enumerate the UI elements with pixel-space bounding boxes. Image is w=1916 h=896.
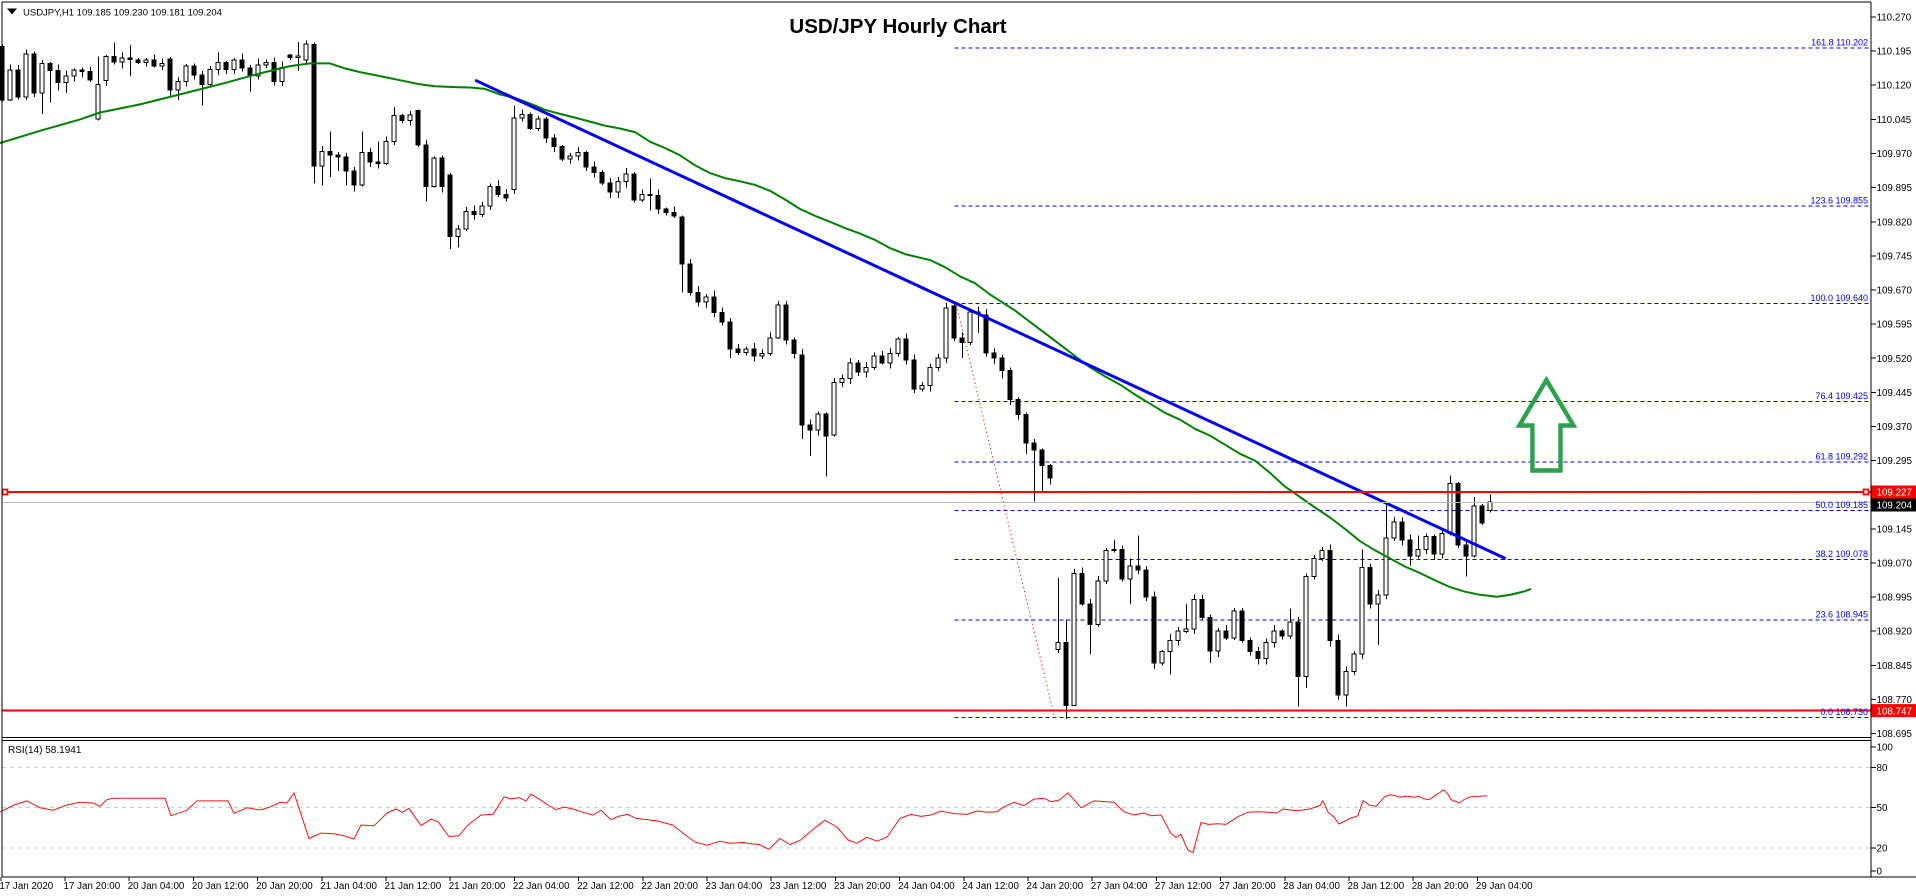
svg-text:109.895: 109.895 — [1877, 183, 1913, 194]
svg-text:0: 0 — [1877, 867, 1883, 878]
svg-text:21 Jan 04:00: 21 Jan 04:00 — [320, 881, 377, 892]
svg-text:21 Jan 12:00: 21 Jan 12:00 — [385, 881, 442, 892]
svg-text:110.270: 110.270 — [1877, 13, 1912, 24]
svg-text:123.6 109.855: 123.6 109.855 — [1810, 195, 1868, 205]
svg-text:23 Jan 04:00: 23 Jan 04:00 — [706, 881, 763, 892]
svg-text:17 Jan 20:00: 17 Jan 20:00 — [64, 881, 121, 892]
svg-text:23 Jan 12:00: 23 Jan 12:00 — [770, 881, 827, 892]
svg-text:109.820: 109.820 — [1877, 217, 1913, 228]
svg-text:109.445: 109.445 — [1877, 388, 1913, 399]
svg-text:108.747: 108.747 — [1877, 706, 1912, 717]
svg-text:108.920: 108.920 — [1877, 627, 1913, 638]
svg-text:109.204: 109.204 — [1877, 501, 1913, 512]
svg-text:109.145: 109.145 — [1877, 524, 1913, 535]
svg-text:109.595: 109.595 — [1877, 320, 1913, 331]
svg-text:110.195: 110.195 — [1877, 47, 1912, 58]
svg-text:50.0 109.185: 50.0 109.185 — [1815, 500, 1868, 510]
svg-text:109.370: 109.370 — [1877, 422, 1913, 433]
svg-text:USD/JPY Hourly Chart: USD/JPY Hourly Chart — [789, 15, 1006, 38]
svg-text:76.4 109.425: 76.4 109.425 — [1815, 391, 1868, 401]
svg-text:27 Jan 04:00: 27 Jan 04:00 — [1091, 881, 1148, 892]
svg-text:20 Jan 04:00: 20 Jan 04:00 — [128, 881, 185, 892]
svg-text:29 Jan 04:00: 29 Jan 04:00 — [1476, 881, 1533, 892]
svg-text:22 Jan 12:00: 22 Jan 12:00 — [577, 881, 634, 892]
svg-text:22 Jan 04:00: 22 Jan 04:00 — [513, 881, 570, 892]
svg-text:28 Jan 12:00: 28 Jan 12:00 — [1348, 881, 1405, 892]
svg-text:108.845: 108.845 — [1877, 661, 1913, 672]
svg-text:108.995: 108.995 — [1877, 593, 1913, 604]
svg-text:100: 100 — [1877, 743, 1894, 754]
svg-text:100.0 109.640: 100.0 109.640 — [1810, 293, 1868, 303]
svg-text:109.295: 109.295 — [1877, 456, 1913, 467]
svg-text:109.745: 109.745 — [1877, 251, 1913, 262]
svg-text:61.8 109.292: 61.8 109.292 — [1815, 452, 1868, 462]
svg-text:24 Jan 04:00: 24 Jan 04:00 — [898, 881, 955, 892]
svg-text:109.520: 109.520 — [1877, 354, 1913, 365]
svg-text:28 Jan 04:00: 28 Jan 04:00 — [1283, 881, 1340, 892]
svg-text:0.0 108.730: 0.0 108.730 — [1820, 707, 1868, 717]
svg-text:108.770: 108.770 — [1877, 695, 1913, 706]
svg-text:20 Jan 20:00: 20 Jan 20:00 — [256, 881, 313, 892]
svg-text:20 Jan 12:00: 20 Jan 12:00 — [192, 881, 249, 892]
svg-text:24 Jan 12:00: 24 Jan 12:00 — [962, 881, 1019, 892]
svg-text:108.695: 108.695 — [1877, 729, 1913, 740]
svg-text:23.6 108.945: 23.6 108.945 — [1815, 609, 1868, 619]
svg-text:22 Jan 20:00: 22 Jan 20:00 — [641, 881, 698, 892]
svg-text:23 Jan 20:00: 23 Jan 20:00 — [834, 881, 891, 892]
svg-text:27 Jan 12:00: 27 Jan 12:00 — [1155, 881, 1212, 892]
svg-text:USDJPY,H1 109.185 109.230 109: USDJPY,H1 109.185 109.230 109.181 109.20… — [23, 8, 222, 19]
svg-text:110.120: 110.120 — [1877, 81, 1912, 92]
svg-text:RSI(14) 58.1941: RSI(14) 58.1941 — [8, 745, 82, 756]
svg-text:50: 50 — [1877, 803, 1888, 814]
svg-text:38.2 109.078: 38.2 109.078 — [1815, 549, 1868, 559]
svg-text:80: 80 — [1877, 763, 1888, 774]
svg-text:28 Jan 20:00: 28 Jan 20:00 — [1412, 881, 1469, 892]
svg-text:109.670: 109.670 — [1877, 286, 1913, 297]
svg-text:109.227: 109.227 — [1877, 488, 1912, 499]
svg-text:17 Jan 2020: 17 Jan 2020 — [0, 881, 54, 892]
svg-text:109.970: 109.970 — [1877, 149, 1913, 160]
svg-text:109.070: 109.070 — [1877, 559, 1913, 570]
svg-text:110.045: 110.045 — [1877, 115, 1912, 126]
svg-text:24 Jan 20:00: 24 Jan 20:00 — [1027, 881, 1084, 892]
svg-text:161.8 110.202: 161.8 110.202 — [1811, 37, 1868, 47]
svg-text:20: 20 — [1877, 843, 1888, 854]
svg-text:21 Jan 20:00: 21 Jan 20:00 — [449, 881, 506, 892]
svg-text:27 Jan 20:00: 27 Jan 20:00 — [1219, 881, 1276, 892]
